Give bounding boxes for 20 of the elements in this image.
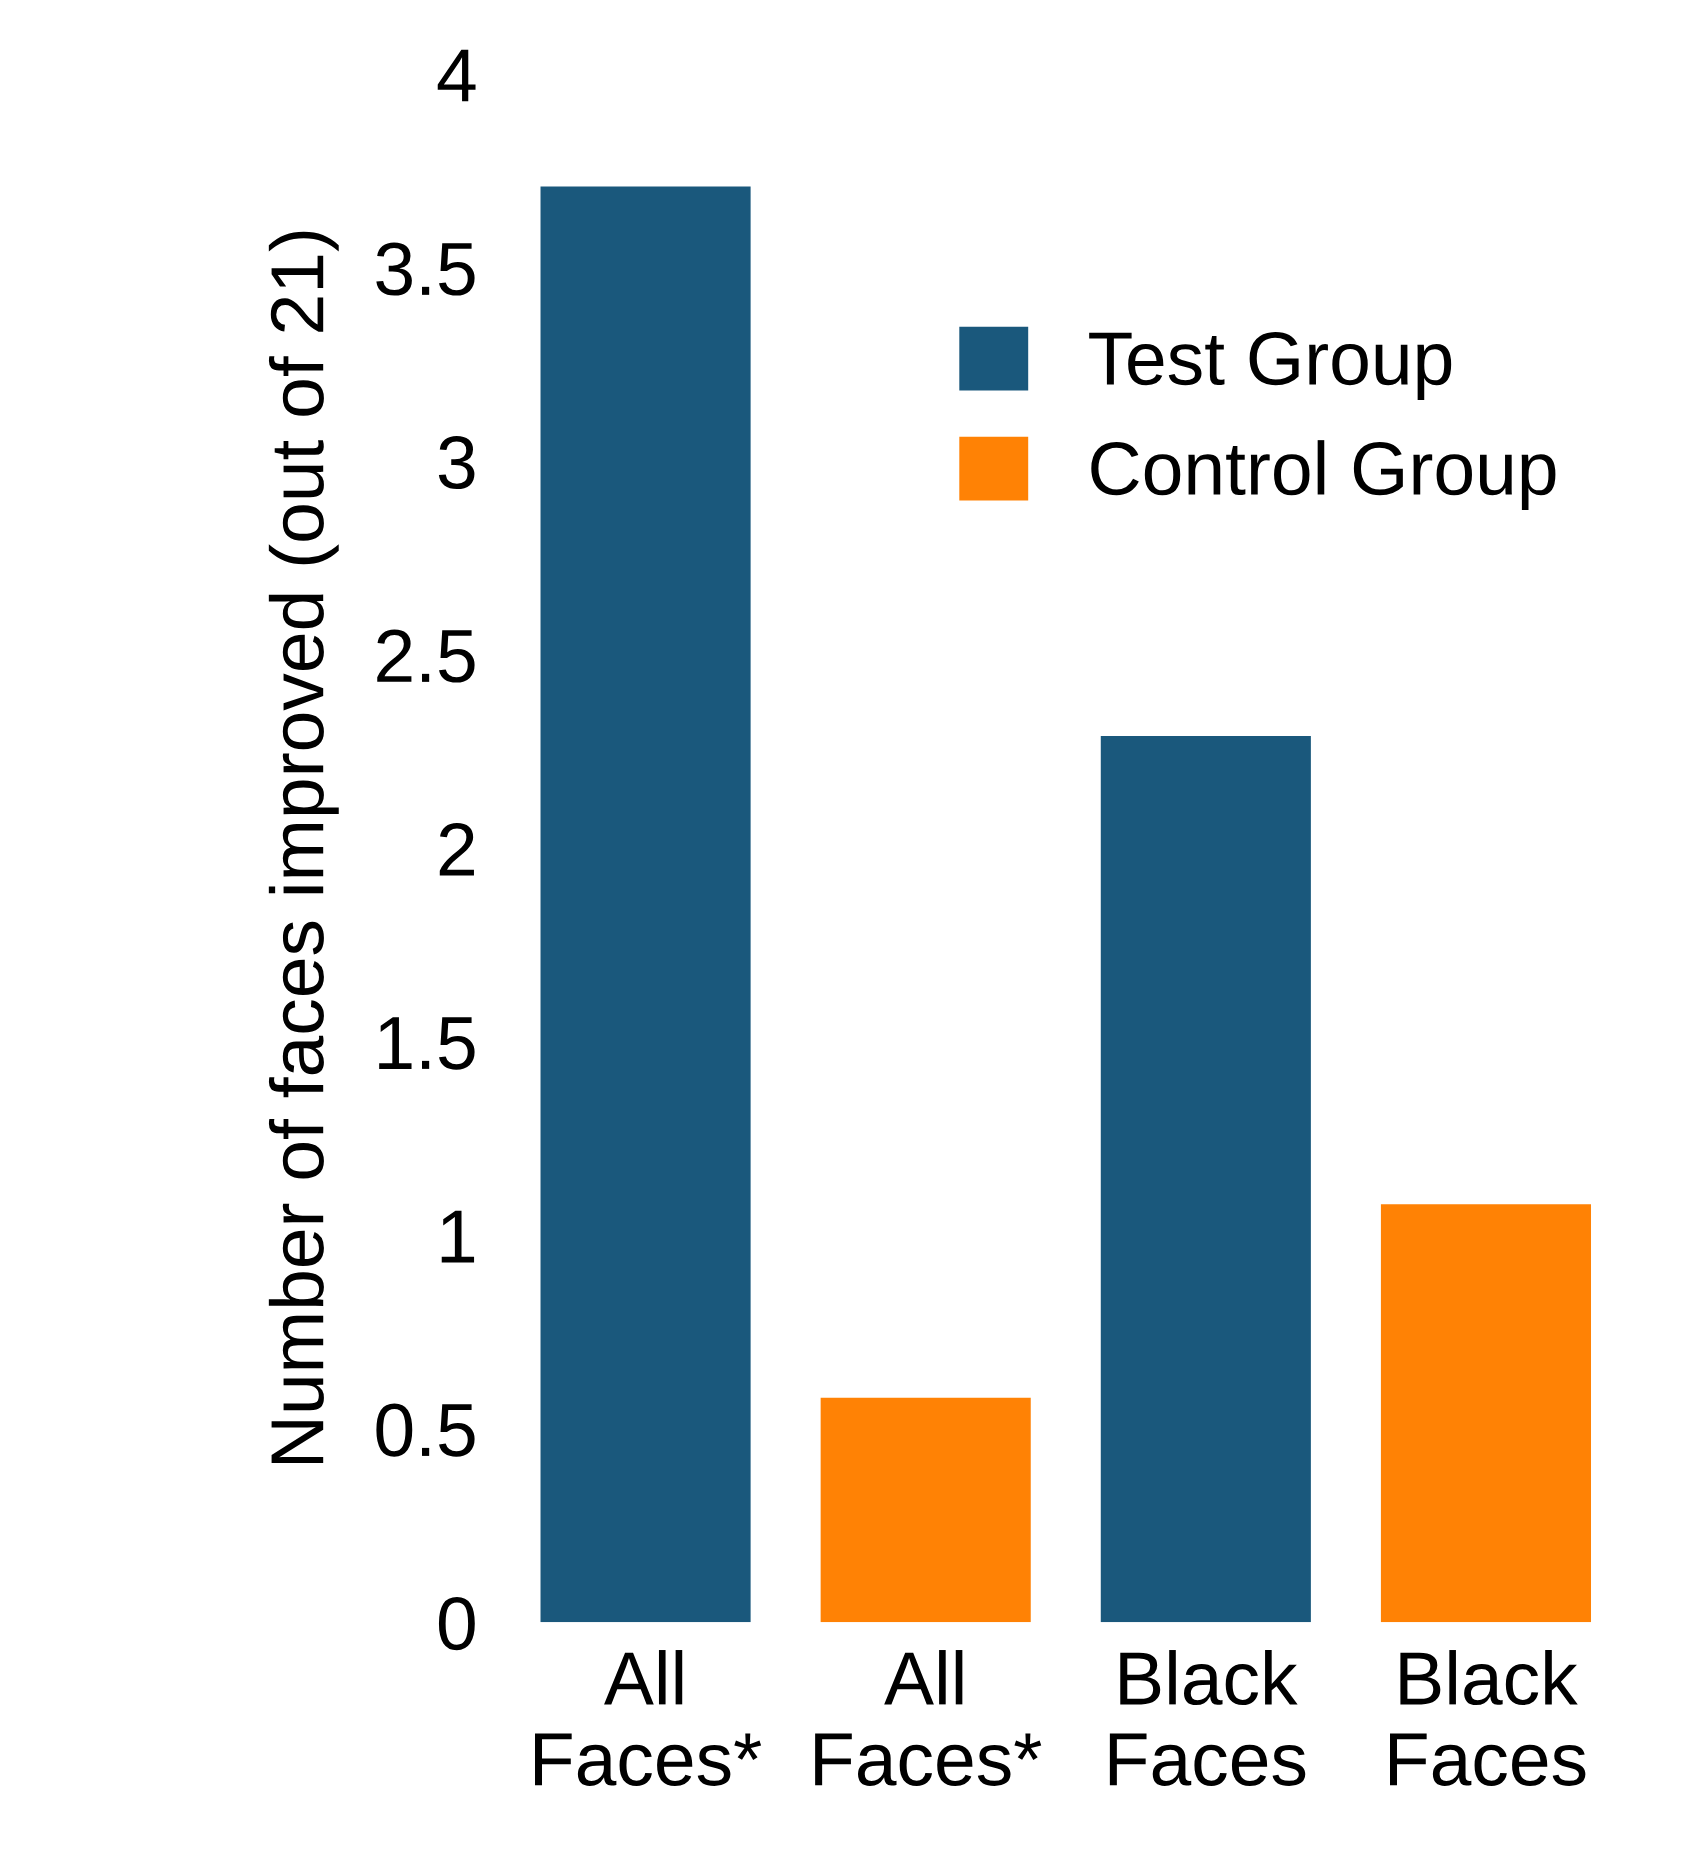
bar bbox=[820, 1397, 1031, 1623]
bar bbox=[1380, 1204, 1592, 1623]
x-tick-label: Black Faces bbox=[1109, 1650, 1306, 1786]
x-tick-label: Black Faces bbox=[1390, 1650, 1586, 1786]
y-axis-title: Number of faces improved (out of 21) bbox=[268, 231, 339, 1464]
y-tick-label: 0 bbox=[438, 1597, 475, 1651]
y-tick-label: 1 bbox=[441, 1210, 475, 1263]
bar bbox=[540, 186, 751, 1623]
bar bbox=[1100, 735, 1311, 1623]
y-tick-label: 1.5 bbox=[379, 1017, 475, 1070]
y-tick-label: 2.5 bbox=[377, 629, 475, 683]
y-tick-label: 0.5 bbox=[376, 1403, 475, 1457]
legend-label: Control Group bbox=[1091, 440, 1556, 511]
y-tick-label: 4 bbox=[437, 49, 476, 102]
legend-label: Test Group bbox=[1089, 332, 1452, 400]
y-tick-label: 3.5 bbox=[376, 242, 475, 296]
x-tick-label: All Faces* bbox=[535, 1650, 762, 1786]
y-tick-label: 3 bbox=[438, 435, 475, 490]
y-tick-label: 2 bbox=[439, 823, 474, 876]
x-tick-label: All Faces* bbox=[815, 1650, 1042, 1786]
